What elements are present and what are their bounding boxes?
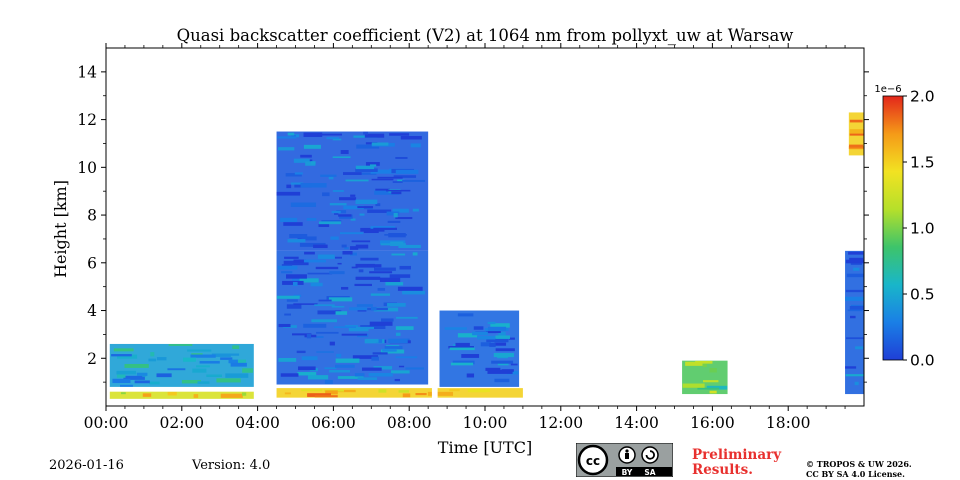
colorbar (882, 95, 904, 361)
y-tick-label: 4 (87, 302, 97, 320)
y-tick-label: 12 (77, 111, 97, 129)
colorbar-tick-label: 2.0 (910, 88, 935, 106)
cc-badge-cc: cc (586, 454, 600, 468)
x-tick-label: 08:00 (387, 414, 432, 432)
heatmap-region-aerosol-column-evening (845, 250, 864, 395)
preliminary-results-note: Preliminary Results. (692, 448, 781, 478)
share-alike-icon (641, 446, 659, 464)
heatmap-region-surface-layer-morning (276, 388, 523, 398)
preliminary-line-1: Preliminary (692, 447, 782, 463)
x-tick-label: 16:00 (690, 414, 735, 432)
heatmap-region-boundary-layer-night (109, 343, 254, 387)
data-gap-0 (255, 48, 264, 406)
y-tick-label: 14 (77, 63, 97, 81)
x-tick-label: 10:00 (463, 414, 508, 432)
heatmap-region-cloud-evening (848, 112, 864, 156)
y-tick-label: 6 (87, 254, 97, 272)
data-gap-1 (431, 48, 438, 406)
chart-title: Quasi backscatter coefficient (V2) at 10… (177, 26, 794, 45)
colorbar-tick-label: 0.5 (910, 286, 935, 304)
y-axis-label: Height [km] (51, 180, 70, 278)
cc-icon (577, 444, 609, 476)
x-tick-label: 00:00 (84, 414, 129, 432)
copyright-note: © TROPOS & UW 2026. CC BY SA 4.0 License… (806, 459, 912, 479)
copyright-line-1: © TROPOS & UW 2026. (806, 459, 912, 469)
heatmap-region-aerosol-patch-afternoon (682, 360, 728, 395)
x-tick-label: 04:00 (235, 414, 280, 432)
x-tick-label: 02:00 (159, 414, 204, 432)
x-tick-label: 14:00 (614, 414, 659, 432)
colorbar-exponent-label: 1e−6 (874, 84, 901, 95)
heatmap-region-surface-layer-night (109, 391, 254, 399)
colorbar-tick-label: 0.0 (910, 352, 935, 370)
cc-badge-by: BY (622, 468, 633, 477)
y-tick-label: 10 (77, 159, 97, 177)
cc-by-sa-badge: cc BY SA (576, 443, 673, 477)
colorbar-tick-label: 1.5 (910, 154, 935, 172)
footer-version: Version: 4.0 (192, 458, 271, 473)
x-tick-label: 18:00 (766, 414, 811, 432)
y-tick-label: 2 (87, 350, 97, 368)
x-tick-label: 06:00 (311, 414, 356, 432)
x-tick-label: 12:00 (538, 414, 583, 432)
colorbar-tick-label: 1.0 (910, 220, 935, 238)
heatmap-region-aerosol-layer-late-morning (439, 310, 520, 387)
cc-badge-sa: SA (644, 468, 655, 477)
preliminary-line-2: Results. (692, 462, 753, 478)
y-tick-label: 8 (87, 207, 97, 225)
heatmap-region-aerosol-layer-morning (276, 250, 429, 385)
x-axis-label: Time [UTC] (438, 438, 532, 457)
heatmap-region-upper-cloud-morning (276, 131, 429, 251)
copyright-line-2: CC BY SA 4.0 License. (806, 469, 905, 479)
footer-date: 2026-01-16 (49, 458, 124, 473)
